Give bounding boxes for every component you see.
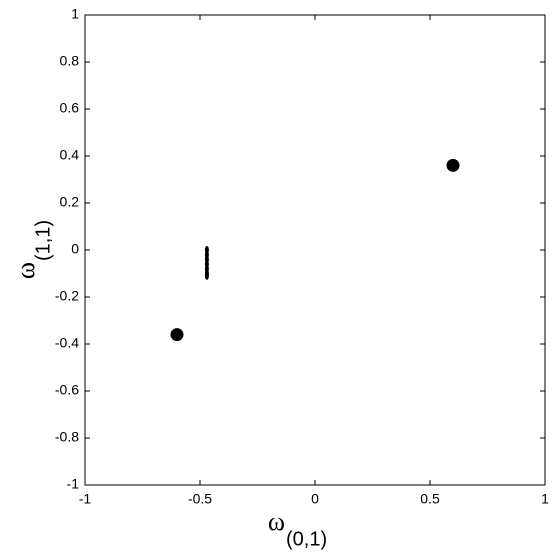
y-tick-label: 0.6 (60, 100, 80, 116)
y-tick-label: 1 (71, 6, 79, 22)
y-axis-label: ω (11, 262, 40, 279)
y-tick-label: -0.8 (55, 429, 79, 445)
x-tick-label: 0.5 (420, 491, 440, 507)
plot-frame (84, 14, 546, 486)
point (446, 158, 460, 172)
y-axis-label-subscript: (1,1) (32, 220, 54, 261)
x-tick-label: 0 (311, 491, 319, 507)
x-axis-label: ω (268, 507, 285, 536)
y-tick-label: -0.4 (55, 335, 79, 351)
point (204, 271, 209, 280)
x-tick-label: -0.5 (188, 491, 212, 507)
y-tick-label: -0.2 (55, 288, 79, 304)
y-axis-label-group: ω (1,1) (11, 220, 54, 279)
y-tick-label: 0.8 (60, 53, 80, 69)
x-tick-label: -1 (79, 491, 92, 507)
y-tick-label: 0.2 (60, 194, 80, 210)
y-tick-label: -0.6 (55, 382, 79, 398)
x-tick-label: 1 (541, 491, 549, 507)
point (170, 328, 184, 342)
y-tick-label: -1 (67, 476, 80, 492)
x-axis-label-subscript: (0,1) (286, 528, 327, 550)
y-tick-label: 0.4 (60, 147, 80, 163)
y-tick-label: 0 (71, 241, 79, 257)
